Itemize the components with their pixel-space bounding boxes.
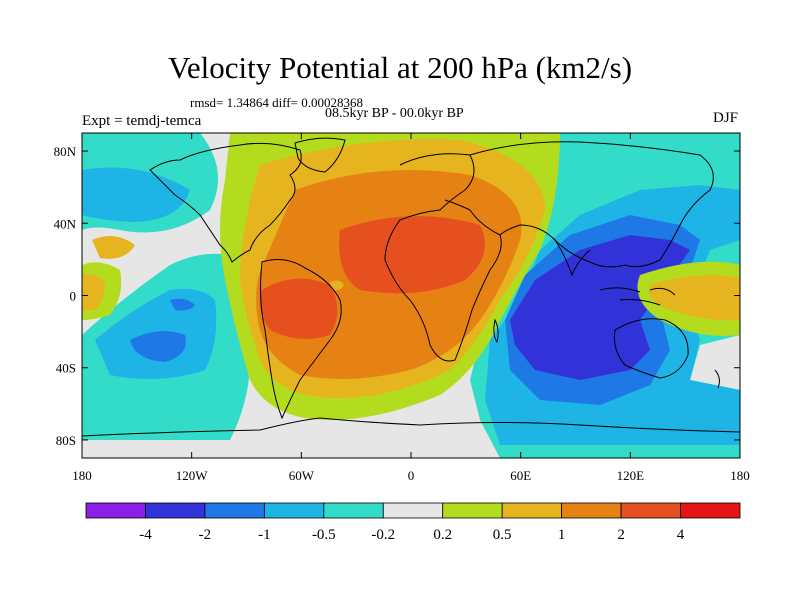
experiment-label: Expt = temdj-temca (82, 113, 202, 129)
x-tick-label: 120W (176, 468, 209, 483)
contour-gap (330, 280, 344, 291)
x-tick-label: 0 (408, 468, 415, 483)
coast-antarctica (82, 417, 740, 437)
contour-neg-2 (510, 235, 690, 380)
y-tick-label: 40N (54, 216, 77, 231)
coast-south-america (260, 259, 342, 420)
coast-new-zealand (714, 369, 720, 389)
y-tick-label: 0 (70, 289, 77, 304)
colorbar-swatch (680, 502, 741, 519)
colorbar-label: -0.5 (312, 527, 336, 543)
colorbar: -4 -2 -1 -0.5 -0.2 0.2 0.5 1 2 4 (85, 502, 741, 543)
contour-pos-dl-05 (82, 274, 105, 310)
x-tick-label: 180 (72, 468, 92, 483)
coast-maritime (599, 287, 676, 306)
colorbar-swatch (204, 502, 265, 519)
colorbar-label: -1 (258, 527, 271, 543)
colorbar-swatch (561, 502, 622, 519)
colorbar-swatch (442, 502, 503, 519)
y-tick-label: 80N (54, 144, 77, 159)
contour-neg-spac-1b (170, 298, 195, 311)
coast-north-america (149, 142, 302, 263)
contour-pos-dl-1b (92, 236, 135, 259)
coast-greenland (294, 137, 346, 173)
colorbar-label: 0.2 (433, 527, 452, 543)
coast-asia (469, 141, 714, 268)
contour-pos-2b (259, 278, 338, 339)
colorbar-swatch (323, 502, 384, 519)
colorbar-label: 2 (617, 527, 625, 543)
y-tick-label: 80S (56, 433, 76, 448)
x-tick-label: 60W (289, 468, 315, 483)
x-tick-label: 180 (730, 468, 750, 483)
coast-india (554, 239, 591, 277)
colorbar-label: -2 (199, 527, 212, 543)
x-axis: 180 120W 60W 0 60E 120E 180 (72, 133, 750, 483)
x-tick-label: 120E (617, 468, 645, 483)
season-label: DJF (712, 110, 738, 126)
contour-neg-spac-1 (130, 331, 186, 362)
coast-australia (614, 318, 689, 379)
contour-pos-wp-05 (649, 275, 740, 321)
colorbar-swatch (263, 502, 325, 519)
period-label: 08.5kyr BP - 00.0kyr BP (325, 106, 464, 121)
colorbar-swatch (145, 502, 206, 519)
colorbar-label: 0.5 (493, 527, 512, 543)
y-tick-label: 40S (56, 361, 76, 376)
colorbar-label: 1 (558, 527, 566, 543)
map-title: Velocity Potential at 200 hPa (km2/s) (167, 50, 633, 85)
colorbar-label: -4 (139, 527, 152, 543)
stats-label: rmsd= 1.34864 diff= 0.00028368 (190, 95, 363, 110)
colorbar-swatch (85, 502, 146, 519)
coast-europe-africa (384, 153, 502, 362)
y-axis: 80N 40N 0 40S 80S (54, 144, 740, 448)
colorbar-swatch (501, 502, 563, 519)
colorbar-swatch (382, 502, 444, 519)
coastlines (82, 137, 740, 437)
colorbar-swatch (620, 502, 681, 519)
colorbar-label: 4 (677, 527, 685, 543)
coast-madagascar (493, 318, 499, 344)
colorbar-label: -0.2 (371, 527, 395, 543)
x-tick-label: 60E (510, 468, 531, 483)
contour-neg-npac-05 (82, 167, 190, 222)
contour-pos-2 (339, 216, 485, 294)
contour-field (82, 133, 740, 458)
